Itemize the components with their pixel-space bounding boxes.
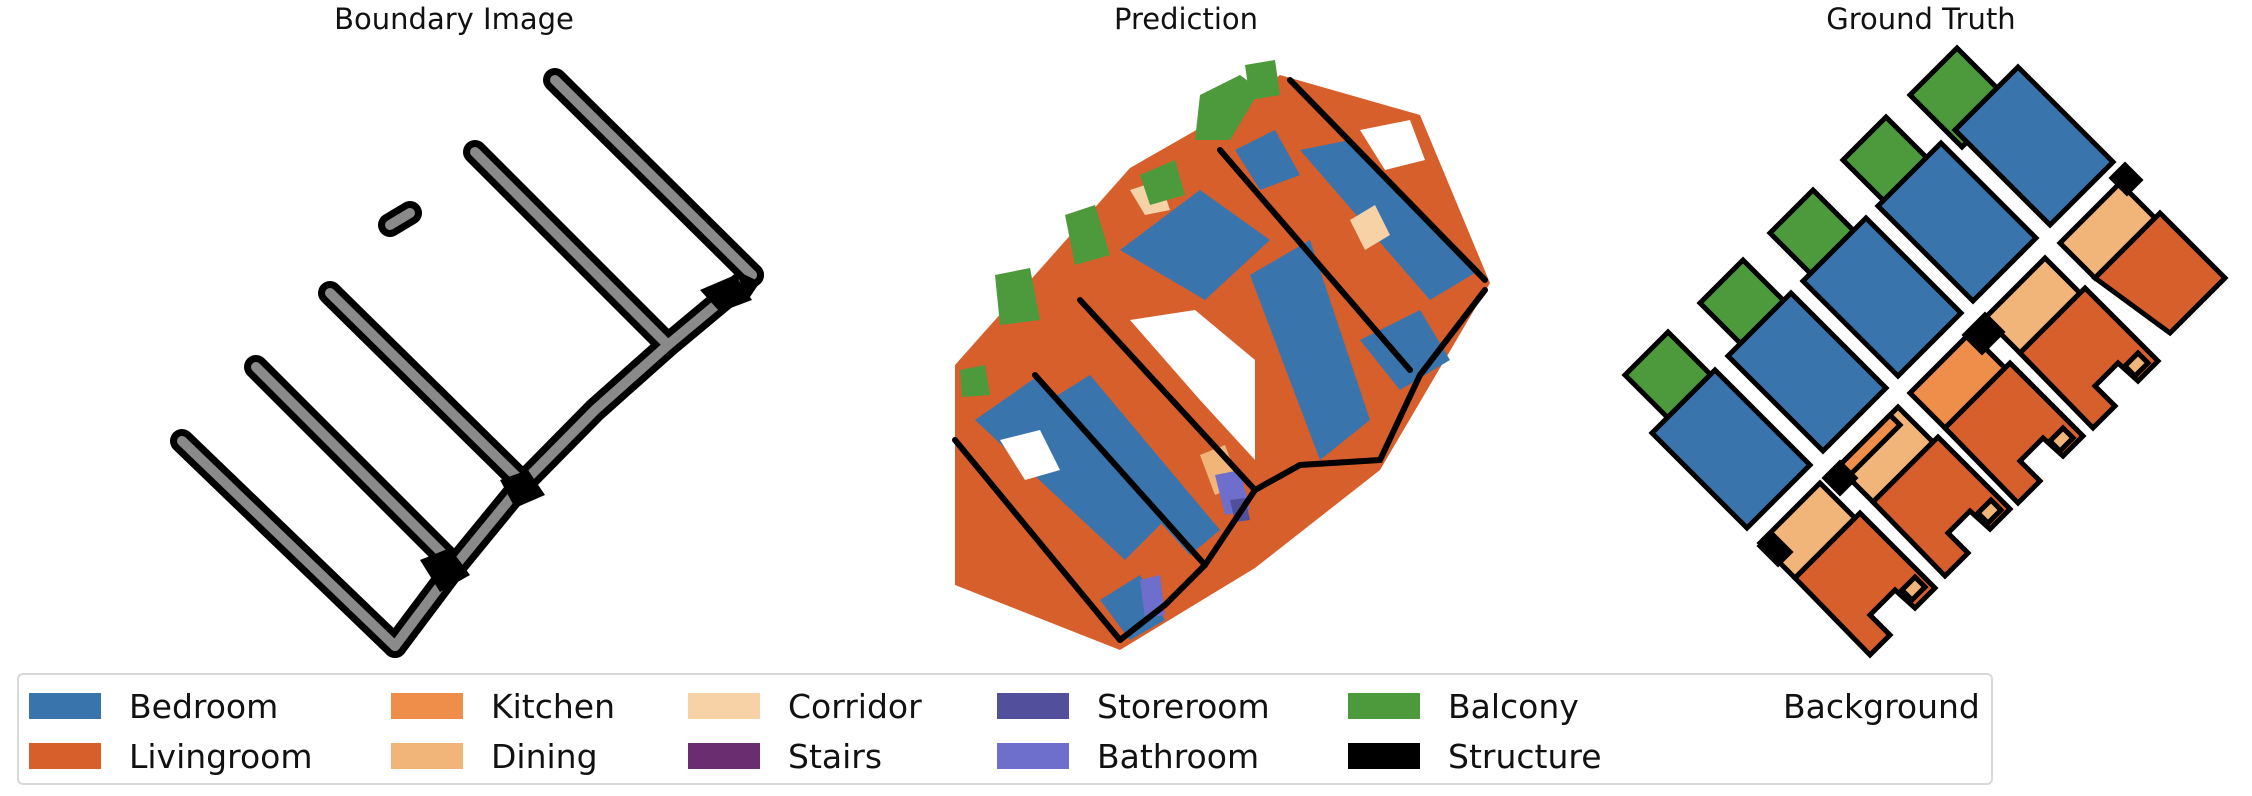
legend-swatch-livingroom: [29, 743, 101, 769]
prediction-title: Prediction: [1113, 2, 1259, 36]
legend-item-stairs: Stairs: [688, 731, 882, 781]
legend-label-background: Background: [1783, 686, 1980, 726]
legend-swatch-background: [1683, 693, 1755, 719]
legend-item-dining: Dining: [391, 731, 598, 781]
legend-item-kitchen: Kitchen: [391, 681, 615, 731]
legend-swatch-stairs: [688, 743, 760, 769]
legend-label-kitchen: Kitchen: [491, 686, 616, 726]
ground-truth-floorplan: [1621, 44, 2229, 659]
legend-label-corridor: Corridor: [788, 686, 922, 726]
ground-truth-title: Ground Truth: [1826, 2, 2016, 36]
legend-swatch-kitchen: [391, 693, 463, 719]
legend-label-storeroom: Storeroom: [1097, 686, 1270, 726]
legend-swatch-storeroom: [997, 693, 1069, 719]
legend-item-bedroom: Bedroom: [29, 681, 278, 731]
legend-swatch-balcony: [1348, 693, 1420, 719]
legend-swatch-corridor: [688, 693, 760, 719]
legend-label-bedroom: Bedroom: [129, 686, 279, 726]
legend-item-background: Background: [1683, 681, 1980, 731]
legend-item-corridor: Corridor: [688, 681, 922, 731]
legend-label-dining: Dining: [491, 736, 598, 776]
legend-label-stairs: Stairs: [788, 736, 883, 776]
legend-swatch-dining: [391, 743, 463, 769]
legend-item-storeroom: Storeroom: [997, 681, 1270, 731]
legend-swatch-bedroom: [29, 693, 101, 719]
legend-swatch-structure: [1348, 743, 1420, 769]
legend-label-structure: Structure: [1448, 736, 1602, 776]
legend-item-structure: Structure: [1348, 731, 1602, 781]
legend-label-bathroom: Bathroom: [1097, 736, 1260, 776]
boundary-image-title: Boundary Image: [334, 2, 574, 36]
legend: Bedroom Livingroom Kitchen Dining Corrid…: [17, 673, 1993, 785]
legend-label-balcony: Balcony: [1448, 686, 1579, 726]
legend-item-bathroom: Bathroom: [997, 731, 1259, 781]
legend-item-livingroom: Livingroom: [29, 731, 312, 781]
legend-item-balcony: Balcony: [1348, 681, 1579, 731]
legend-label-livingroom: Livingroom: [129, 736, 313, 776]
legend-swatch-bathroom: [997, 743, 1069, 769]
boundary-walls: [170, 68, 764, 658]
prediction-segmentation: [952, 60, 1490, 650]
